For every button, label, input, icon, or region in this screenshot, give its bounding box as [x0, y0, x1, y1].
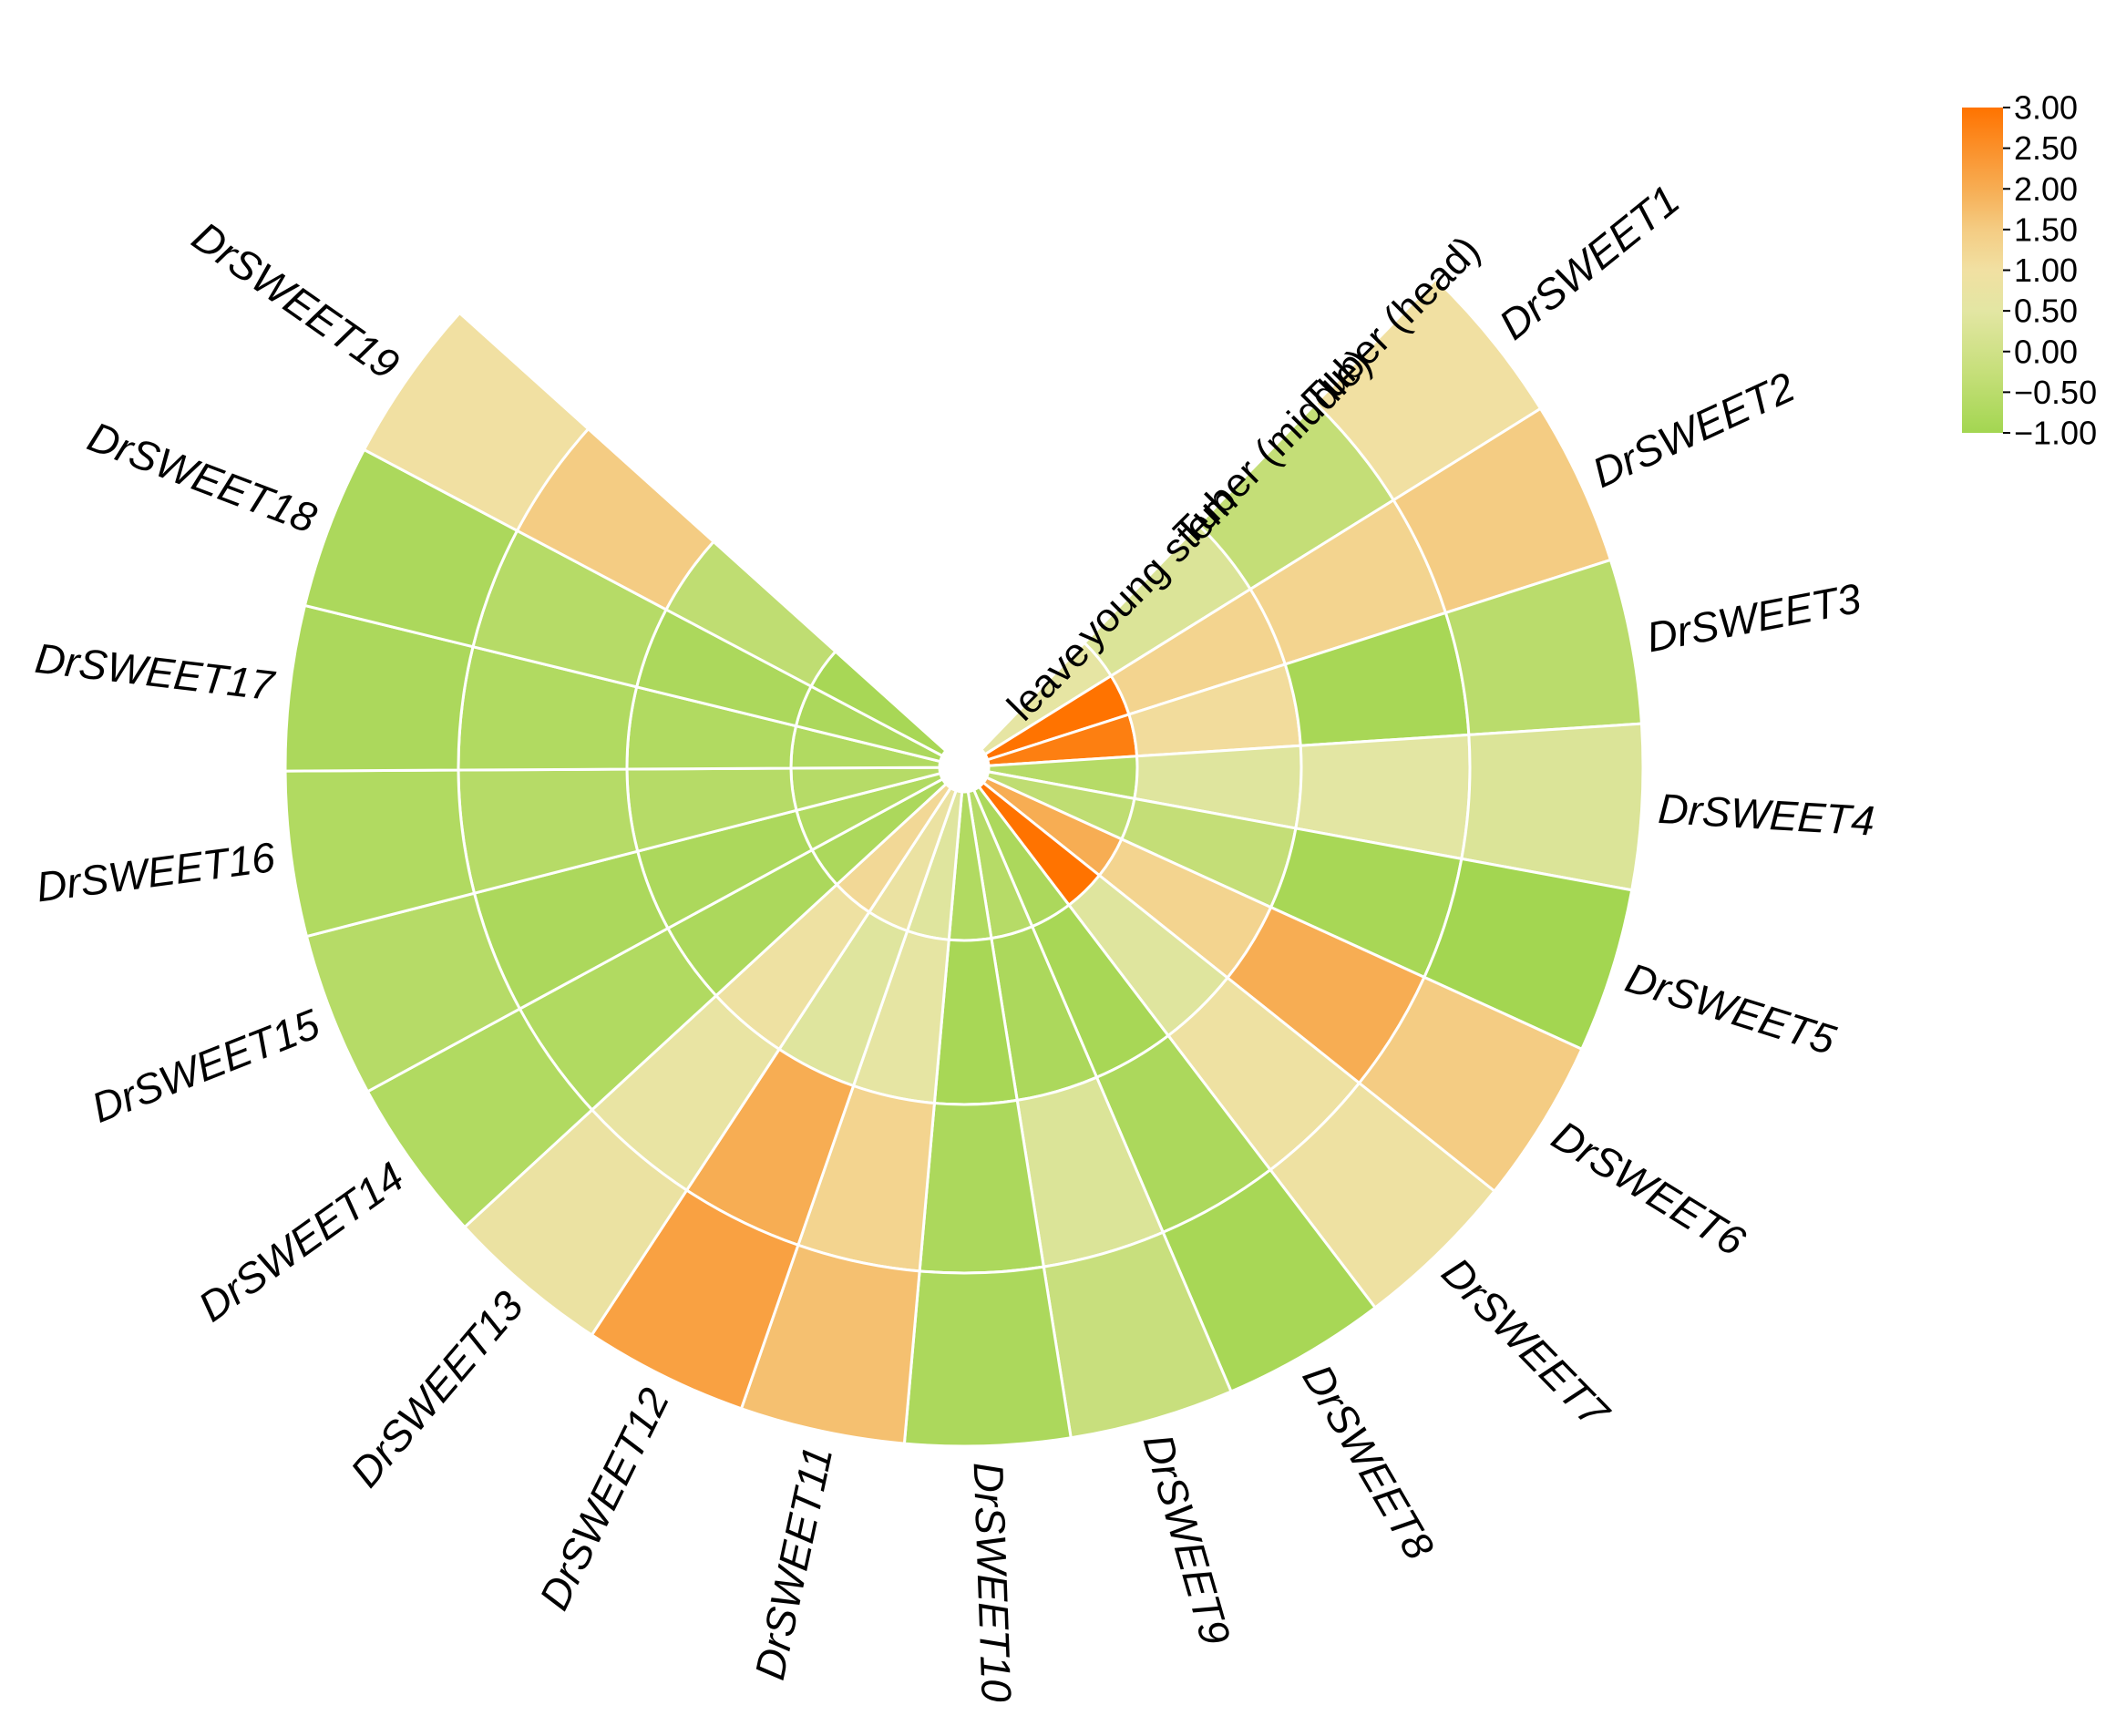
colorbar-tick-label: −0.50 [2014, 374, 2097, 411]
colorbar-tick-label: 3.00 [2014, 89, 2078, 127]
colorbar-tick-label: 0.50 [2014, 293, 2078, 330]
gene-label-drsweet18: DrSWEET18 [82, 413, 324, 542]
gene-label-drsweet11: DrSWEET11 [745, 1443, 841, 1684]
colorbar-ticks: 3.002.502.001.50 1.00 0.500.00 −0.50 −1.00 [2003, 89, 2097, 452]
heatmap-cell-drsweet19-tuber-head- [362, 311, 591, 533]
colorbar: 3.002.502.001.50 1.00 0.500.00 −0.50 −1.00 [1962, 89, 2097, 452]
colorbar-tick-label: 2.50 [2014, 129, 2078, 167]
gene-label-drsweet13: DrSWEET13 [341, 1282, 532, 1496]
gene-label-drsweet7: DrSWEET7 [1433, 1248, 1618, 1437]
gene-label-drsweet17: DrSWEET17 [33, 634, 278, 710]
gene-label-drsweet16: DrSWEET16 [34, 833, 278, 910]
gene-label-drsweet5: DrSWEET5 [1620, 953, 1842, 1063]
colorbar-gradient [1962, 108, 2003, 433]
gene-label-drsweet8: DrSWEET8 [1293, 1356, 1443, 1567]
heatmap-cells [283, 276, 1645, 1448]
gene-label-drsweet12: DrSWEET12 [529, 1381, 678, 1617]
heatmap-cell-drsweet10-tuber-head- [902, 1265, 1073, 1448]
gene-label-drsweet4: DrSWEET4 [1657, 785, 1875, 845]
colorbar-tick-label: 1.50 [2014, 211, 2078, 248]
gene-label-drsweet1: DrSWEET1 [1490, 176, 1689, 349]
gene-label-drsweet3: DrSWEET3 [1643, 574, 1865, 661]
colorbar-tick-label: 2.00 [2014, 170, 2078, 208]
gene-label-drsweet2: DrSWEET2 [1585, 363, 1802, 497]
gene-label-drsweet9: DrSWEET9 [1135, 1429, 1240, 1650]
gene-label-drsweet19: DrSWEET19 [184, 212, 408, 388]
gene-label-drsweet10: DrSWEET10 [965, 1462, 1021, 1703]
colorbar-tick-label: 1.00 [2014, 252, 2078, 289]
gene-label-drsweet6: DrSWEET6 [1544, 1111, 1753, 1265]
colorbar-tick-label: −1.00 [2014, 415, 2097, 452]
gene-label-drsweet14: DrSWEET14 [190, 1153, 412, 1330]
gene-label-drsweet15: DrSWEET15 [85, 1000, 325, 1132]
colorbar-tick-label: 0.00 [2014, 333, 2078, 370]
